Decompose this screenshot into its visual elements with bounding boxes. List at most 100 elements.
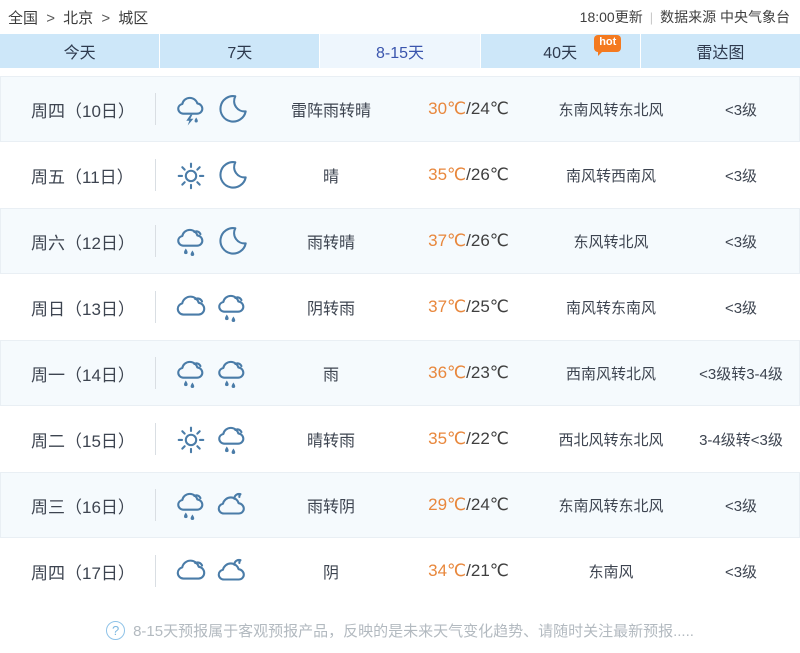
rain-icon xyxy=(174,488,208,522)
weather-icons xyxy=(156,422,266,456)
temperature: 29℃/24℃ xyxy=(396,495,541,515)
wind-direction: 南风转西南风 xyxy=(565,167,656,185)
temp-low: /24℃ xyxy=(466,495,509,514)
temperature: 35℃/22℃ xyxy=(396,429,541,449)
temp-high: 30℃ xyxy=(428,99,467,118)
footer-text: 8-15天预报属于客观预报产品，反映的是未来天气变化趋势、请随时关注最新预报..… xyxy=(133,623,694,640)
temp-low: /22℃ xyxy=(466,429,509,448)
update-time: 18:00更新 xyxy=(579,9,643,25)
forecast-list: 周四（10日） 雷阵雨转晴 30℃/24℃ 东南风转东北风 <3级 周五（11日… xyxy=(0,76,800,604)
rain-icon xyxy=(215,356,249,390)
breadcrumb-national[interactable]: 全国 xyxy=(8,10,39,27)
forecast-row: 周日（13日） 阴转雨 37℃/25℃ 南风转东南风 <3级 xyxy=(0,274,800,340)
forecast-row: 周六（12日） 雨转晴 37℃/26℃ 东风转北风 <3级 xyxy=(0,208,800,274)
temp-high: 29℃ xyxy=(428,495,467,514)
weather-desc: 晴 xyxy=(322,169,339,186)
wind-direction: 东南风转东北风 xyxy=(558,101,664,119)
temp-low: /21℃ xyxy=(466,561,509,580)
temp-low: /24℃ xyxy=(466,99,509,118)
forecast-row: 周五（11日） 晴 35℃/26℃ 南风转西南风 <3级 xyxy=(0,142,800,208)
forecast-row: 周四（17日） 阴 34℃/21℃ 东南风 <3级 xyxy=(0,538,800,604)
day-label: 周四（17日） xyxy=(1,539,156,603)
breadcrumb-separator: > xyxy=(46,10,55,27)
forecast-row: 周四（10日） 雷阵雨转晴 30℃/24℃ 东南风转东北风 <3级 xyxy=(0,76,800,142)
wind-direction: 东南风转东北风 xyxy=(558,497,664,515)
wind-direction: 西南风转北风 xyxy=(565,365,656,383)
moon-icon xyxy=(215,224,249,258)
temperature: 35℃/26℃ xyxy=(396,165,541,185)
temp-low: /26℃ xyxy=(466,165,509,184)
temp-high: 35℃ xyxy=(428,429,467,448)
top-bar: 全国 > 北京 > 城区 18:00更新 | 数据来源 中央气象台 xyxy=(0,0,800,30)
wind-direction: 东南风 xyxy=(588,563,634,581)
tab-today[interactable]: 今天 xyxy=(0,34,160,68)
tab-7day[interactable]: 7天 xyxy=(160,34,320,68)
wind-level: <3级 xyxy=(724,167,758,185)
weather-icons xyxy=(156,554,266,588)
day-label: 周二（15日） xyxy=(1,407,156,471)
forecast-row: 周一（14日） 雨 36℃/23℃ 西南风转北风 <3级转3-4级 xyxy=(0,340,800,406)
weather-icons xyxy=(156,158,266,192)
rain-icon xyxy=(215,422,249,456)
temp-high: 36℃ xyxy=(428,363,467,382)
temperature: 37℃/26℃ xyxy=(396,231,541,251)
temp-high: 35℃ xyxy=(428,165,467,184)
weather-desc: 阴 xyxy=(322,565,339,582)
wind-direction: 西北风转东北风 xyxy=(558,431,664,449)
temp-high: 34℃ xyxy=(428,561,467,580)
day-label: 周四（10日） xyxy=(1,77,156,141)
day-label: 周一（14日） xyxy=(1,341,156,405)
temperature: 37℃/25℃ xyxy=(396,297,541,317)
tab-bar: 今天 7天 8-15天 40天 hot 雷达图 xyxy=(0,34,800,68)
breadcrumb-city[interactable]: 北京 xyxy=(63,10,94,27)
cloud-icon xyxy=(174,554,208,588)
wind-level: <3级 xyxy=(724,563,758,581)
temperature: 34℃/21℃ xyxy=(396,561,541,581)
rain-icon xyxy=(174,356,208,390)
forecast-row: 周三（16日） 雨转阴 29℃/24℃ 东南风转东北风 <3级 xyxy=(0,472,800,538)
wind-level: <3级 xyxy=(724,497,758,515)
weather-desc: 阴转雨 xyxy=(306,301,355,318)
overcast-icon xyxy=(215,488,249,522)
footer-note: ? 8-15天预报属于客观预报产品，反映的是未来天气变化趋势、请随时关注最新预报… xyxy=(0,620,800,641)
data-source: 数据来源 中央气象台 xyxy=(660,9,790,25)
weather-desc: 雨转晴 xyxy=(306,235,355,252)
cloud-icon xyxy=(174,290,208,324)
wind-direction: 南风转东南风 xyxy=(565,299,656,317)
weather-icons xyxy=(156,488,266,522)
wind-level: 3-4级转<3级 xyxy=(699,431,783,449)
update-info: 18:00更新 | 数据来源 中央气象台 xyxy=(580,7,790,27)
weather-desc: 雨 xyxy=(322,367,339,384)
weather-desc: 雨转阴 xyxy=(306,499,355,516)
weather-icons xyxy=(156,356,266,390)
weather-icons xyxy=(156,92,266,126)
wind-level: <3级 xyxy=(724,101,758,119)
weather-desc: 晴转雨 xyxy=(306,433,355,450)
temp-high: 37℃ xyxy=(428,231,467,250)
moon-icon xyxy=(215,158,249,192)
breadcrumb-district[interactable]: 城区 xyxy=(118,10,149,27)
temperature: 30℃/24℃ xyxy=(396,99,541,119)
weather-icons xyxy=(156,224,266,258)
sun-icon xyxy=(174,422,208,456)
temp-high: 37℃ xyxy=(428,297,467,316)
weather-icons xyxy=(156,290,266,324)
breadcrumb-separator: > xyxy=(101,10,111,27)
tab-8-15day[interactable]: 8-15天 xyxy=(320,34,480,68)
wind-level: <3级转3-4级 xyxy=(699,365,783,383)
tab-radar[interactable]: 雷达图 xyxy=(640,34,800,68)
day-label: 周日（13日） xyxy=(1,275,156,339)
temp-low: /23℃ xyxy=(466,363,509,382)
overcast-icon xyxy=(215,554,249,588)
rain-icon xyxy=(215,290,249,324)
rain-icon xyxy=(174,224,208,258)
day-label: 周六（12日） xyxy=(1,209,156,273)
moon-icon xyxy=(215,92,249,126)
day-label: 周五（11日） xyxy=(1,143,156,207)
temp-low: /26℃ xyxy=(466,231,509,250)
hot-badge: hot xyxy=(594,35,622,56)
sun-icon xyxy=(174,158,208,192)
tab-40day[interactable]: 40天 hot xyxy=(480,34,640,68)
breadcrumb: 全国 > 北京 > 城区 xyxy=(8,7,148,28)
thunder-rain-icon xyxy=(174,92,208,126)
